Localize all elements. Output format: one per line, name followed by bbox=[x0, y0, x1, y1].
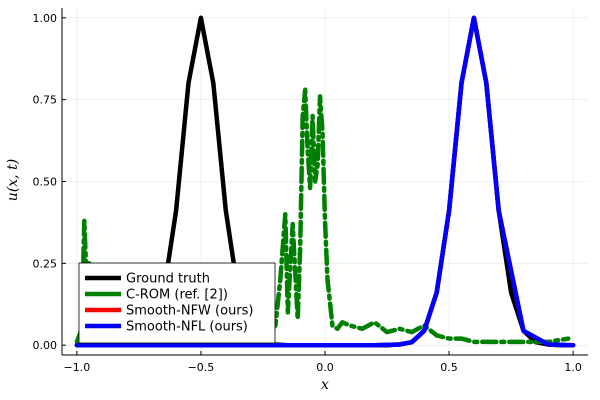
x-axis-label: x bbox=[321, 377, 329, 393]
legend-entry: Smooth-NFL (ours) bbox=[126, 320, 248, 335]
legend-entry: Ground truth bbox=[126, 272, 210, 287]
y-tick-label: 0.50 bbox=[33, 176, 58, 189]
legend-entry: Smooth-NFW (ours) bbox=[126, 304, 254, 319]
legend-entry: C-ROM (ref. [2]) bbox=[126, 288, 228, 303]
y-axis-label: u(x, t) bbox=[5, 159, 21, 201]
series-line-smooth-nfl-ours bbox=[74, 15, 576, 348]
x-tick-label: 1.0 bbox=[564, 361, 582, 374]
tick-labels: −1.0 −0.5 0.0 0.5 1.0 0.00 0.25 0.50 0.75 1.00 bbox=[33, 12, 582, 374]
x-tick-label: 0.0 bbox=[316, 361, 334, 374]
x-tick-label: −0.5 bbox=[188, 361, 215, 374]
y-tick-label: 0.25 bbox=[33, 257, 58, 270]
x-tick-label: 0.5 bbox=[440, 361, 458, 374]
y-tick-label: 0.00 bbox=[33, 339, 58, 352]
x-tick-label: −1.0 bbox=[64, 361, 91, 374]
y-tick-label: 1.00 bbox=[33, 12, 58, 25]
y-tick-label: 0.75 bbox=[33, 94, 58, 107]
